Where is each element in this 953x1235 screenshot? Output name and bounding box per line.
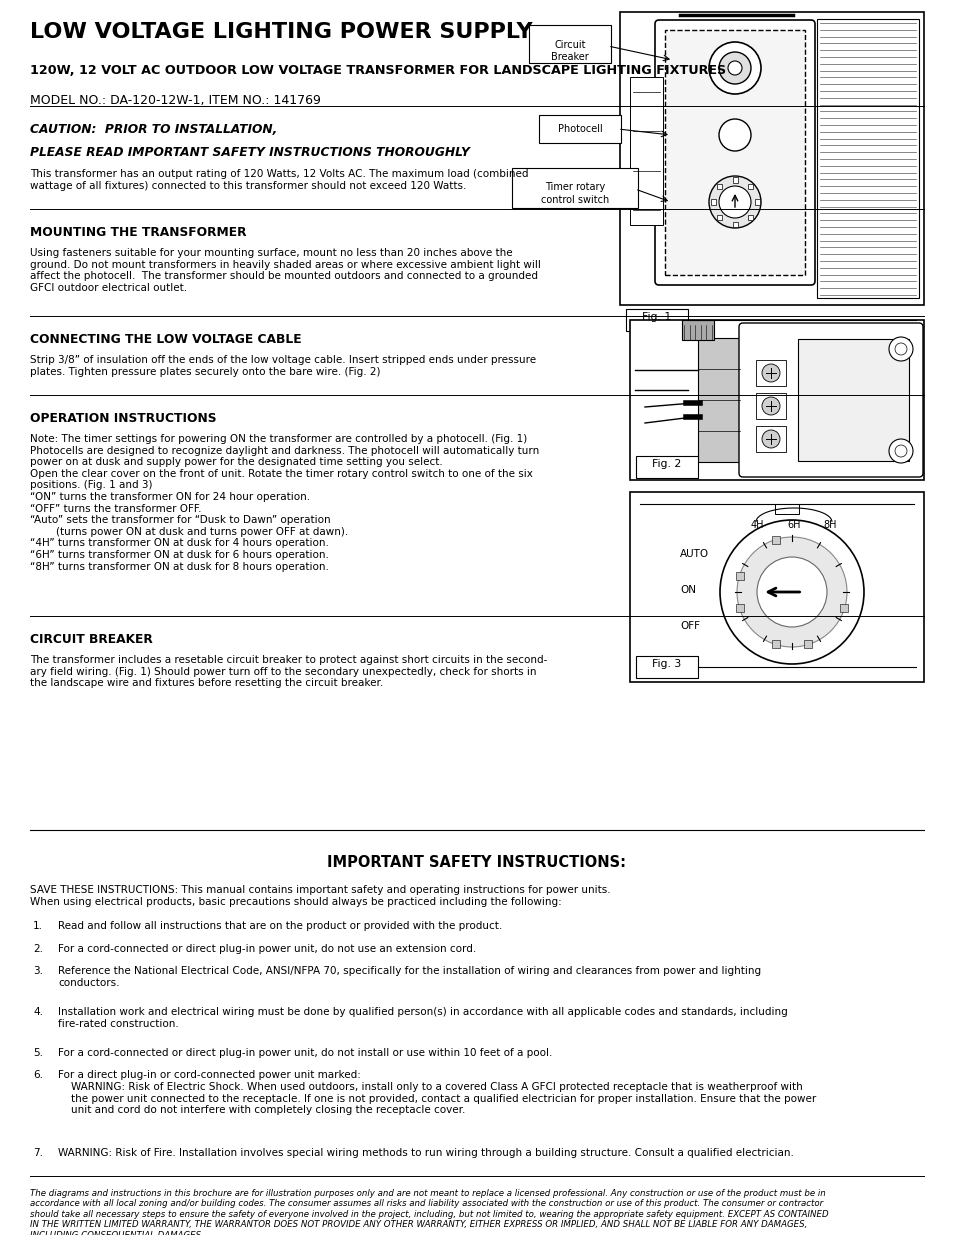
Bar bbox=[771, 536, 780, 545]
Bar bbox=[774, 504, 799, 514]
Text: The diagrams and instructions in this brochure are for illustration purposes onl: The diagrams and instructions in this br… bbox=[30, 1189, 828, 1235]
Circle shape bbox=[720, 520, 863, 664]
Text: Fig. 2: Fig. 2 bbox=[652, 459, 680, 469]
Circle shape bbox=[894, 343, 906, 354]
FancyBboxPatch shape bbox=[739, 324, 923, 477]
Text: 5.: 5. bbox=[33, 1049, 43, 1058]
Circle shape bbox=[719, 52, 750, 84]
Text: For a cord-connected or direct plug-in power unit, do not use an extension cord.: For a cord-connected or direct plug-in p… bbox=[58, 944, 476, 953]
Text: 1.: 1. bbox=[33, 921, 43, 931]
Text: ON: ON bbox=[679, 585, 696, 595]
Bar bbox=[625, 309, 687, 331]
Text: WARNING: Risk of Fire. Installation involves special wiring methods to run wirin: WARNING: Risk of Fire. Installation invo… bbox=[58, 1149, 793, 1158]
Text: Timer rotary: Timer rotary bbox=[544, 182, 604, 191]
Text: control switch: control switch bbox=[540, 195, 608, 205]
Text: CIRCUIT BREAKER: CIRCUIT BREAKER bbox=[30, 634, 152, 646]
FancyBboxPatch shape bbox=[512, 168, 638, 207]
Circle shape bbox=[708, 177, 760, 228]
Circle shape bbox=[894, 445, 906, 457]
Bar bbox=[754, 200, 759, 205]
Bar bbox=[717, 184, 721, 189]
Text: OFF: OFF bbox=[679, 621, 700, 631]
Text: For a cord-connected or direct plug-in power unit, do not install or use within : For a cord-connected or direct plug-in p… bbox=[58, 1049, 552, 1058]
Bar bbox=[803, 640, 811, 647]
Bar bbox=[736, 572, 743, 580]
Text: 120W, 12 VOLT AC OUTDOOR LOW VOLTAGE TRANSFORMER FOR LANDSCAPE LIGHTING FIXTURES: 120W, 12 VOLT AC OUTDOOR LOW VOLTAGE TRA… bbox=[30, 64, 725, 77]
Bar bbox=[629, 77, 662, 225]
Text: PLEASE READ IMPORTANT SAFETY INSTRUCTIONS THOROUGHLY: PLEASE READ IMPORTANT SAFETY INSTRUCTION… bbox=[30, 146, 470, 159]
Text: Fig. 1: Fig. 1 bbox=[641, 312, 671, 322]
Text: LOW VOLTAGE LIGHTING POWER SUPPLY: LOW VOLTAGE LIGHTING POWER SUPPLY bbox=[30, 22, 532, 42]
Text: Read and follow all instructions that are on the product or provided with the pr: Read and follow all instructions that ar… bbox=[58, 921, 501, 931]
Bar bbox=[755, 426, 785, 452]
Text: 6H: 6H bbox=[786, 520, 800, 530]
Text: SAVE THESE INSTRUCTIONS: This manual contains important safety and operating ins: SAVE THESE INSTRUCTIONS: This manual con… bbox=[30, 885, 610, 906]
Circle shape bbox=[888, 438, 912, 463]
Text: MOUNTING THE TRANSFORMER: MOUNTING THE TRANSFORMER bbox=[30, 226, 246, 240]
Text: Using fasteners suitable for your mounting surface, mount no less than 20 inches: Using fasteners suitable for your mounti… bbox=[30, 248, 540, 293]
Bar bbox=[710, 200, 715, 205]
Text: AUTO: AUTO bbox=[679, 550, 708, 559]
Circle shape bbox=[761, 396, 780, 415]
Bar bbox=[771, 640, 780, 647]
Bar bbox=[732, 178, 737, 183]
Bar bbox=[839, 604, 846, 613]
Bar bbox=[664, 30, 804, 275]
Bar bbox=[732, 221, 737, 226]
Text: 8H: 8H bbox=[822, 520, 836, 530]
Text: Strip 3/8” of insulation off the ends of the low voltage cable. Insert stripped : Strip 3/8” of insulation off the ends of… bbox=[30, 354, 536, 377]
Text: 7.: 7. bbox=[33, 1149, 43, 1158]
Text: Note: The timer settings for powering ON the transformer are controlled by a pho: Note: The timer settings for powering ON… bbox=[30, 433, 538, 572]
Text: 6.: 6. bbox=[33, 1071, 43, 1081]
FancyBboxPatch shape bbox=[529, 25, 610, 63]
Circle shape bbox=[737, 537, 846, 647]
Text: Circuit: Circuit bbox=[554, 40, 585, 49]
Text: Photocell: Photocell bbox=[558, 124, 601, 135]
Bar bbox=[629, 320, 923, 480]
Text: This transformer has an output rating of 120 Watts, 12 Volts AC. The maximum loa: This transformer has an output rating of… bbox=[30, 169, 528, 190]
FancyBboxPatch shape bbox=[538, 115, 620, 143]
Bar bbox=[636, 456, 698, 478]
Bar bbox=[755, 359, 785, 387]
Bar bbox=[629, 492, 923, 682]
Text: 4H: 4H bbox=[749, 520, 763, 530]
Bar bbox=[736, 604, 743, 613]
Circle shape bbox=[719, 119, 750, 151]
Circle shape bbox=[888, 337, 912, 361]
Text: 2.: 2. bbox=[33, 944, 43, 953]
Bar bbox=[681, 320, 713, 340]
Circle shape bbox=[727, 61, 741, 75]
Text: For a direct plug-in or cord-connected power unit marked:
    WARNING: Risk of E: For a direct plug-in or cord-connected p… bbox=[58, 1071, 816, 1115]
Circle shape bbox=[761, 364, 780, 382]
Bar bbox=[636, 656, 698, 678]
Text: IMPORTANT SAFETY INSTRUCTIONS:: IMPORTANT SAFETY INSTRUCTIONS: bbox=[327, 855, 626, 869]
Bar bbox=[698, 338, 740, 462]
Text: Installation work and electrical wiring must be done by qualified person(s) in a: Installation work and electrical wiring … bbox=[58, 1007, 787, 1029]
Text: The transformer includes a resetable circuit breaker to protect against short ci: The transformer includes a resetable cir… bbox=[30, 655, 547, 688]
Text: OPERATION INSTRUCTIONS: OPERATION INSTRUCTIONS bbox=[30, 412, 216, 425]
Circle shape bbox=[757, 557, 826, 627]
Text: Breaker: Breaker bbox=[551, 52, 588, 62]
Circle shape bbox=[719, 186, 750, 219]
Text: MODEL NO.: DA-120-12W-1, ITEM NO.: 141769: MODEL NO.: DA-120-12W-1, ITEM NO.: 14176… bbox=[30, 94, 320, 107]
Bar bbox=[816, 19, 918, 298]
Bar bbox=[797, 338, 908, 461]
Bar bbox=[619, 12, 923, 305]
Text: CONNECTING THE LOW VOLTAGE CABLE: CONNECTING THE LOW VOLTAGE CABLE bbox=[30, 333, 301, 346]
Bar bbox=[717, 215, 721, 220]
Text: CAUTION:  PRIOR TO INSTALLATION,: CAUTION: PRIOR TO INSTALLATION, bbox=[30, 124, 277, 136]
Circle shape bbox=[708, 42, 760, 94]
Bar bbox=[747, 215, 752, 220]
Bar bbox=[755, 393, 785, 419]
Text: Reference the National Electrical Code, ANSI/NFPA 70, specifically for the insta: Reference the National Electrical Code, … bbox=[58, 966, 760, 988]
Circle shape bbox=[761, 430, 780, 448]
Text: Fig. 3: Fig. 3 bbox=[652, 659, 680, 669]
Text: 3.: 3. bbox=[33, 966, 43, 976]
Bar bbox=[747, 184, 752, 189]
Text: 4.: 4. bbox=[33, 1007, 43, 1016]
